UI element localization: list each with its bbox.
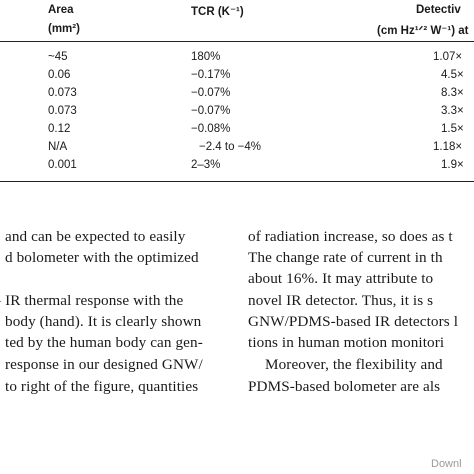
header-detectivity: Detectiv	[416, 4, 461, 16]
cell-area: 0.073	[48, 87, 77, 99]
text-line-body: IR thermal response with the	[5, 292, 184, 309]
header-tcr: TCR (K⁻¹)	[191, 6, 244, 18]
cell-tcr: −0.17%	[191, 69, 231, 81]
cell-tcr: 180%	[191, 51, 221, 63]
text-line: - IR thermal response with the	[0, 292, 183, 310]
text-line: about 16%. It may attribute to	[248, 270, 434, 287]
cell-area: 0.06	[48, 69, 71, 81]
text-line: d bolometer with the optimized	[5, 249, 199, 266]
text-line: novel IR detector. Thus, it is s	[248, 292, 434, 309]
cell-area: ~45	[48, 51, 68, 63]
text-line: Moreover, the flexibility and	[265, 356, 443, 373]
cell-detectivity: 4.5×	[441, 69, 464, 81]
download-footer-text: Downl	[431, 458, 462, 470]
cell-area: 0.073	[48, 105, 77, 117]
text-line: ted by the human body can gen-	[5, 334, 203, 351]
text-line: and can be expected to easily	[5, 228, 186, 245]
table-header-rule	[0, 41, 474, 42]
cell-detectivity: 1.07×	[433, 51, 463, 63]
text-line: body (hand). It is clearly shown	[5, 313, 202, 330]
header-detectivity-unit: (cm Hz¹ᐟ² W⁻¹) at	[377, 25, 469, 37]
text-line: response in our designed GNW/	[5, 356, 203, 373]
header-area: Area	[48, 4, 74, 16]
text-line: GNW/PDMS-based IR detectors l	[248, 313, 459, 330]
cell-area: N/A	[48, 141, 68, 153]
text-line: of radiation increase, so does as t	[248, 228, 453, 245]
cell-tcr: −2.4 to −4%	[199, 141, 262, 153]
right-text-column: of radiation increase, so does as t The …	[248, 0, 474, 474]
cell-detectivity: 1.9×	[441, 159, 464, 171]
cell-tcr: −0.08%	[191, 123, 231, 135]
cell-detectivity: 3.3×	[441, 105, 464, 117]
text-line: tions in human motion monitori	[248, 334, 445, 351]
cell-area: 0.001	[48, 159, 77, 171]
cell-area: 0.12	[48, 123, 71, 135]
cell-tcr: 2–3%	[191, 159, 221, 171]
cell-detectivity: 8.3×	[441, 87, 464, 99]
text-line: to right of the figure, quantities	[5, 378, 199, 395]
cell-detectivity: 1.5×	[441, 123, 464, 135]
table-bottom-rule	[0, 181, 474, 182]
text-line: PDMS-based bolometer are als	[248, 378, 441, 395]
cell-tcr: −0.07%	[191, 87, 231, 99]
header-area-unit: (mm²)	[48, 23, 80, 35]
cell-tcr: −0.07%	[191, 105, 231, 117]
cell-detectivity: 1.18×	[433, 141, 463, 153]
text-line: The change rate of current in th	[248, 249, 443, 266]
left-text-column: and can be expected to easily d bolomete…	[0, 0, 226, 474]
